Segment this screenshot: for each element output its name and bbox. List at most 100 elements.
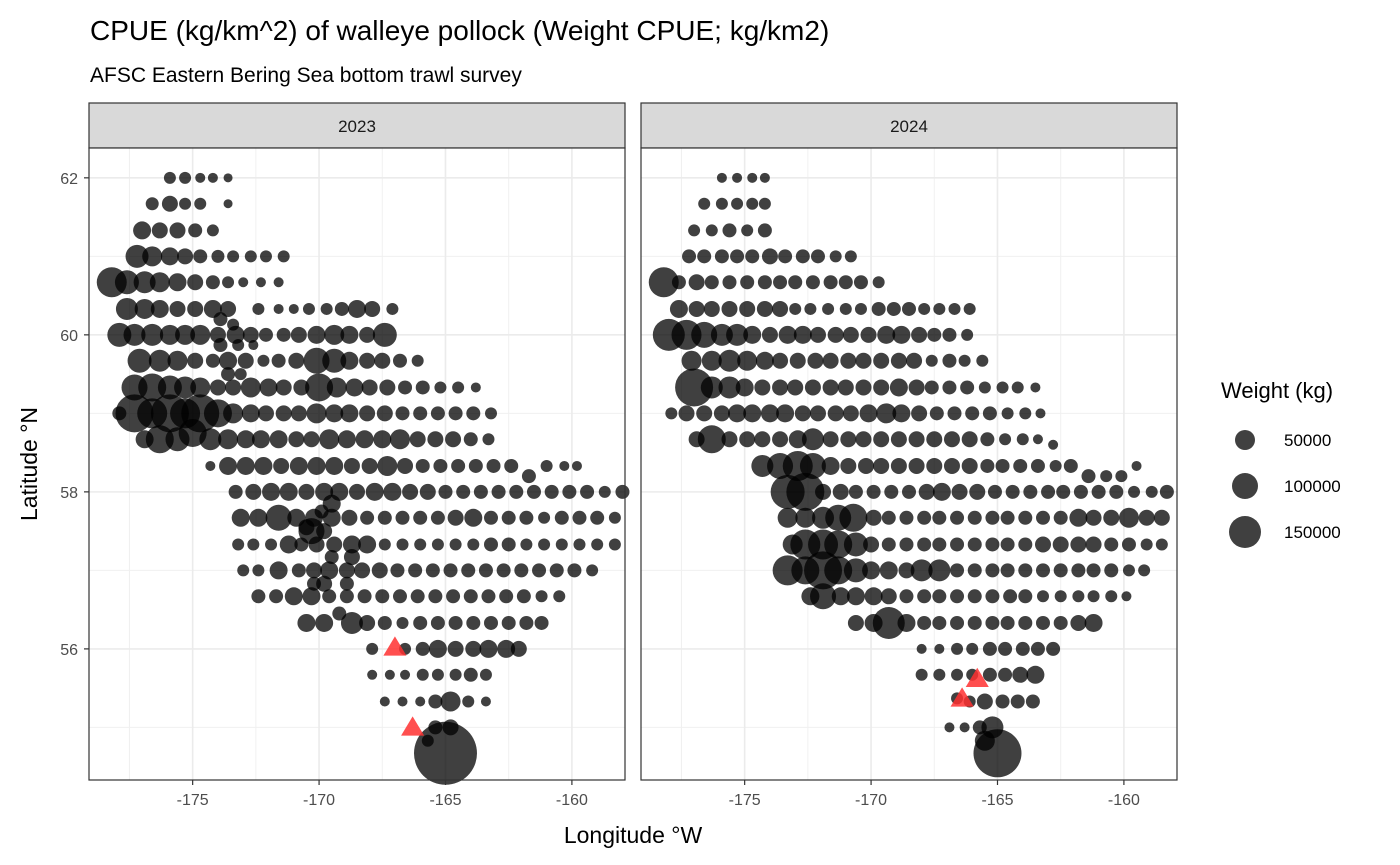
cpue-point (879, 561, 898, 580)
cpue-point (735, 378, 754, 397)
cpue-point (242, 326, 259, 343)
cpue-point (925, 354, 938, 367)
cpue-point (445, 431, 462, 448)
cpue-point (425, 563, 440, 578)
cpue-point (376, 405, 393, 422)
facet-panel-2023: 2023 -175 -170 -165 -160 56 58 60 62 (60, 102, 630, 809)
cpue-point (462, 695, 475, 708)
cpue-point (392, 589, 407, 604)
cpue-point (501, 537, 516, 552)
cpue-point (343, 549, 360, 566)
y-tick-label: 60 (60, 328, 78, 345)
cpue-point (932, 589, 947, 604)
cpue-point (223, 199, 233, 209)
cpue-point (514, 563, 529, 578)
cpue-point (843, 532, 868, 557)
facet-panels: 2023 -175 -170 -165 -160 56 58 60 62 2024 -175 -170… (60, 102, 1178, 809)
cpue-point (722, 223, 737, 238)
cpue-point (675, 368, 714, 407)
x-tick-label: -165 (429, 792, 461, 809)
x-tick-label: -170 (855, 792, 887, 809)
x-tick-label: -160 (556, 792, 588, 809)
cpue-point (1103, 509, 1120, 526)
panel-border (88, 147, 626, 781)
cpue-point (232, 538, 245, 551)
cpue-point (259, 378, 278, 397)
cpue-point (682, 249, 697, 264)
cpue-point (815, 483, 832, 500)
cpue-point (586, 564, 599, 577)
cpue-point (339, 576, 354, 591)
cpue-point (747, 172, 758, 183)
cpue-point (751, 454, 774, 477)
cpue-point (396, 538, 409, 551)
cpue-point (1046, 641, 1061, 656)
cpue-point (174, 376, 197, 399)
cpue-point (438, 484, 453, 499)
cpue-point (413, 615, 428, 630)
cpue-point (804, 379, 821, 396)
cpue-point (842, 326, 859, 343)
station-triangle-marker (950, 687, 974, 707)
cpue-point (822, 352, 839, 369)
cpue-point (793, 325, 812, 344)
cpue-point (932, 615, 947, 630)
cpue-point (159, 324, 180, 345)
cpue-point (967, 615, 982, 630)
cpue-point (340, 351, 359, 370)
cpue-point (149, 272, 170, 293)
cpue-point (848, 484, 863, 499)
cpue-point (1069, 508, 1088, 527)
cpue-point (277, 250, 290, 263)
cpue-point (688, 224, 701, 237)
cpue-point (496, 563, 511, 578)
cpue-point (1109, 484, 1124, 499)
cpue-point (892, 404, 911, 423)
cpue-point (809, 326, 826, 343)
cpue-point (341, 509, 358, 526)
cpue-point (410, 589, 425, 604)
cpue-point (973, 729, 1022, 778)
cpue-point (398, 380, 413, 395)
cpue-point (853, 275, 868, 290)
cpue-point (484, 537, 498, 552)
cpue-point (484, 510, 498, 525)
y-tick-label: 56 (60, 642, 78, 659)
cpue-point (419, 483, 436, 500)
chart-title: CPUE (kg/km^2) of walleye pollock (Weigh… (90, 15, 829, 46)
cpue-point (402, 483, 419, 500)
cpue-point (963, 302, 976, 315)
cpue-point (934, 643, 945, 654)
cpue-point (484, 615, 498, 630)
cpue-point (228, 484, 243, 499)
cpue-point (823, 275, 838, 290)
cpue-point (409, 431, 426, 448)
cpue-point (908, 379, 925, 396)
cpue-point (980, 458, 995, 473)
cpue-point (756, 300, 773, 317)
cpue-point (377, 455, 398, 476)
cpue-point (884, 484, 899, 499)
cpue-point (873, 457, 890, 474)
cpue-point (926, 457, 943, 474)
cpue-point (831, 587, 850, 606)
cpue-point (377, 615, 392, 630)
cpue-point (549, 563, 564, 578)
cpue-point (373, 430, 392, 449)
cpue-point (390, 563, 405, 578)
cpue-point (150, 299, 169, 318)
cpue-point (809, 405, 826, 422)
cpue-point (1053, 615, 1068, 630)
cpue-point (413, 721, 477, 785)
cpue-point (691, 321, 718, 348)
cpue-point (395, 510, 410, 525)
facet-strip (640, 102, 1178, 149)
cpue-point (468, 458, 483, 473)
cpue-point (115, 297, 138, 320)
cpue-point (290, 405, 307, 422)
cpue-point (148, 349, 171, 372)
cpue-point (364, 300, 381, 317)
cpue-point (294, 537, 309, 552)
cpue-point (415, 380, 430, 395)
cpue-point (1041, 484, 1056, 499)
